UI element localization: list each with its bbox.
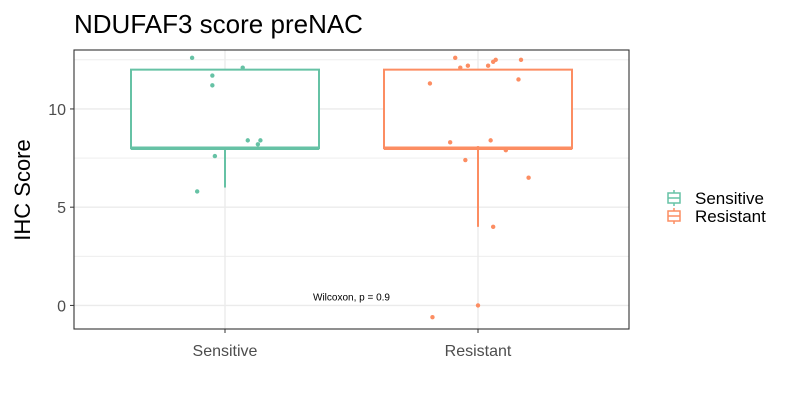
- panel-border: [73, 49, 630, 330]
- box-plots: [130, 68, 573, 227]
- data-point: [490, 59, 496, 64]
- x-tick-label: Resistant: [445, 343, 512, 360]
- data-point: [490, 224, 496, 230]
- chart-title: NDUFAF3 score preNAC: [74, 9, 363, 39]
- data-point: [518, 57, 524, 63]
- y-axis-label: IHC Score: [10, 139, 35, 240]
- data-points: [189, 55, 531, 320]
- x-axis-ticks: Sensitive Resistant: [193, 329, 512, 360]
- data-point: [465, 63, 471, 68]
- data-point: [427, 81, 433, 86]
- data-point: [503, 148, 509, 153]
- y-tick-label: 10: [48, 102, 66, 119]
- legend-label: Sensitive: [695, 189, 764, 208]
- data-point: [194, 189, 200, 194]
- data-point: [475, 146, 481, 151]
- box-sensitive: [130, 68, 320, 188]
- data-point: [516, 77, 521, 82]
- data-point: [245, 138, 250, 143]
- x-tick-label: Sensitive: [193, 343, 258, 360]
- data-point: [475, 303, 481, 308]
- data-point: [447, 140, 453, 145]
- box-iqr: [383, 68, 573, 150]
- grid-minor-lines: [74, 59, 629, 257]
- data-point: [189, 55, 195, 61]
- y-tick-label: 5: [57, 200, 66, 217]
- y-tick-label: 0: [57, 298, 66, 315]
- data-point: [485, 63, 491, 68]
- data-point: [255, 142, 261, 147]
- data-point: [463, 157, 468, 163]
- data-point: [526, 175, 531, 180]
- data-point: [258, 138, 263, 143]
- legend-key-sensitive: [667, 190, 681, 206]
- legend-label: Resistant: [695, 207, 766, 226]
- wilcoxon-annotation: Wilcoxon, p = 0.9: [313, 293, 390, 304]
- legend-key-resistant: [667, 208, 681, 224]
- data-point: [210, 83, 215, 88]
- data-point: [240, 65, 245, 70]
- box-iqr: [130, 68, 320, 150]
- data-point: [212, 153, 218, 159]
- data-point: [488, 138, 493, 143]
- y-axis-ticks: 0 5 10: [48, 102, 74, 315]
- data-point: [430, 315, 435, 320]
- data-point: [458, 65, 463, 70]
- data-point: [210, 73, 215, 78]
- data-point: [453, 55, 458, 61]
